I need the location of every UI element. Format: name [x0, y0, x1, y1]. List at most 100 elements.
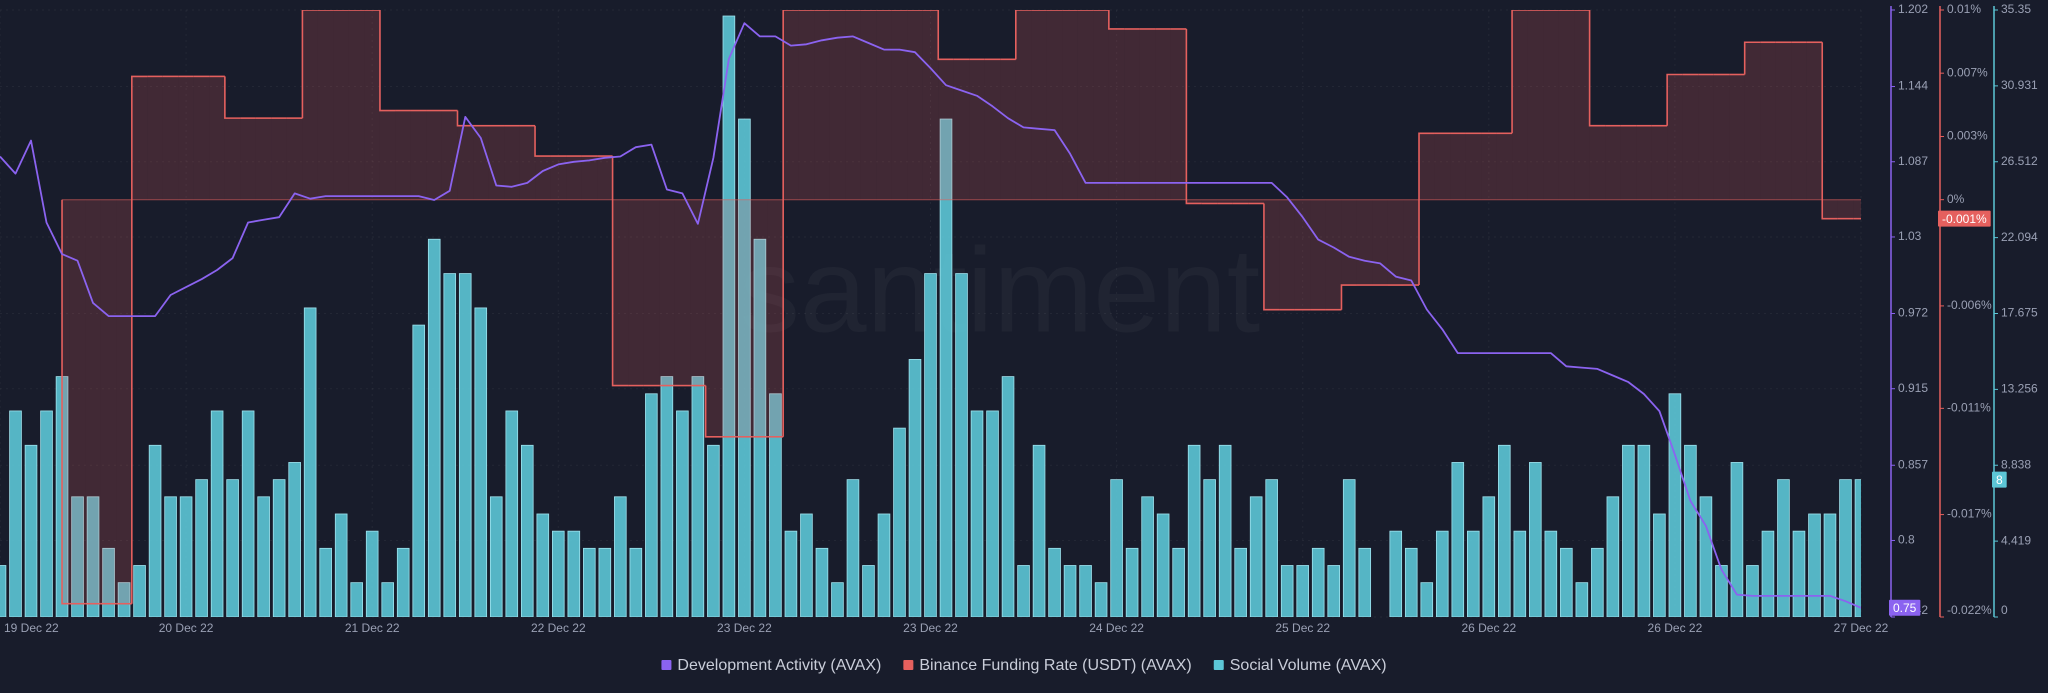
step-line [782, 10, 799, 437]
bar [1808, 513, 1821, 617]
legend-label: Development Activity (AVAX) [677, 657, 881, 674]
area-segment [1124, 28, 1140, 200]
area-segment [1093, 10, 1109, 200]
bar [1792, 530, 1806, 617]
area-segment [488, 125, 505, 200]
bar [427, 238, 441, 617]
area-segment [1775, 42, 1792, 200]
area-segment [752, 199, 768, 437]
y-tick-label: 1.03 [1898, 229, 1922, 243]
bar [505, 410, 519, 617]
area-segment [535, 156, 551, 200]
bar [1280, 565, 1294, 617]
area-segment [271, 118, 287, 200]
area-segment [1232, 199, 1249, 204]
bar [970, 410, 984, 617]
area-segment [116, 199, 132, 604]
bar [831, 582, 844, 617]
area-segment [1729, 74, 1745, 200]
watermark: santiment [740, 224, 1260, 358]
x-tick-label: 21 Dec 22 [345, 621, 400, 635]
x-tick-label: 24 Dec 22 [1089, 621, 1144, 635]
bar [1063, 565, 1077, 617]
bar [1668, 393, 1682, 617]
area-segment [1651, 125, 1668, 200]
y-tick-label: 0 [2001, 603, 2008, 617]
y-tick-label: 13.256 [2001, 382, 2038, 396]
bar [1404, 547, 1418, 617]
area-segment [1062, 10, 1078, 200]
bar [1048, 547, 1061, 617]
area-segment [1155, 28, 1171, 200]
bar [1125, 547, 1139, 617]
bar [1560, 547, 1573, 617]
legend-label: Binance Funding Rate (USDT) (AVAX) [919, 657, 1191, 674]
area-segment [1077, 10, 1094, 200]
bar [676, 410, 689, 617]
bar [722, 15, 736, 617]
bar [1032, 444, 1046, 617]
area-segment [379, 110, 396, 200]
bar [567, 530, 581, 617]
y-tick-label: 35.35 [2001, 2, 2031, 16]
bar [614, 496, 627, 617]
step-line [937, 10, 954, 61]
bar [86, 496, 100, 617]
area-segment [1589, 125, 1606, 200]
bar [489, 496, 503, 617]
y-tick-label: 0.972 [1898, 306, 1928, 320]
area-segment [1527, 10, 1544, 200]
step-line [1108, 10, 1125, 30]
bar [1110, 479, 1123, 617]
bar [707, 444, 720, 617]
bar [629, 547, 643, 617]
area-segment [1046, 10, 1063, 200]
bar [1265, 479, 1278, 617]
bar [738, 118, 751, 617]
bar [955, 273, 968, 617]
bar [226, 479, 239, 617]
bar [1699, 496, 1713, 617]
area-segment [1294, 199, 1311, 310]
area-segment [1744, 42, 1761, 200]
bar [753, 238, 767, 617]
step-line [1588, 10, 1606, 127]
step-line [224, 76, 241, 119]
step-line [379, 10, 396, 112]
area-segment [1760, 42, 1776, 200]
bar [1622, 444, 1635, 617]
area-segment [1186, 199, 1202, 204]
area-segment [209, 76, 225, 200]
bar [908, 359, 922, 617]
bar [257, 496, 270, 617]
area-segment [348, 10, 365, 200]
bar [458, 273, 472, 617]
area-segment [705, 199, 722, 437]
bar [396, 547, 410, 617]
area-segment [891, 10, 908, 200]
area-segment [612, 199, 629, 386]
area-segment [1450, 133, 1466, 200]
area-segment [395, 110, 411, 200]
bar [0, 565, 7, 617]
x-tick-label: 26 Dec 22 [1648, 621, 1703, 635]
bar [1823, 513, 1837, 617]
bar [319, 547, 332, 617]
area-segment [1201, 199, 1218, 204]
y-tick-label: -0.017% [1947, 507, 1992, 521]
area-segment [1341, 199, 1357, 286]
bar [1389, 530, 1403, 617]
y-tick-label: 17.675 [2001, 306, 2038, 320]
bar [1234, 547, 1247, 617]
y-tick-label: 0.003% [1947, 129, 1988, 143]
area-segment [1512, 10, 1528, 200]
area-segment [224, 118, 241, 200]
bar [1575, 582, 1589, 617]
bar [1296, 565, 1309, 617]
area-segment [659, 199, 675, 386]
area-segment [1139, 28, 1156, 200]
bar [1327, 565, 1341, 617]
bar [381, 582, 395, 617]
legend-swatch [1213, 660, 1224, 670]
plot [0, 10, 1861, 617]
